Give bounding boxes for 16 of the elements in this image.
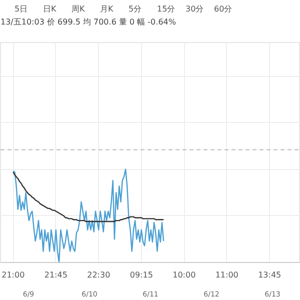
x-tick-label: 21:00: [2, 270, 25, 280]
x-tick-label: 21:45: [44, 270, 68, 280]
text: 5分: [128, 4, 142, 14]
text: 30分: [186, 4, 204, 14]
x-tick-label: 10:00: [172, 270, 196, 280]
text: 日K: [43, 4, 57, 14]
x-tick-label: 22:30: [87, 270, 110, 280]
x-tick-label: 11:00: [215, 270, 238, 280]
text: 5日: [14, 4, 28, 14]
text: 60分: [214, 4, 232, 14]
text: 月K: [100, 4, 114, 14]
x-tick-label: 13:45: [258, 270, 282, 280]
text: 15分: [157, 4, 176, 14]
chart-subtitle: 13/五10:03 价 699.5 均 700.6 量 0 幅 -0.64%: [0, 18, 176, 26]
text: 周K: [72, 4, 86, 14]
x-tick-label: 09:15: [130, 270, 153, 280]
